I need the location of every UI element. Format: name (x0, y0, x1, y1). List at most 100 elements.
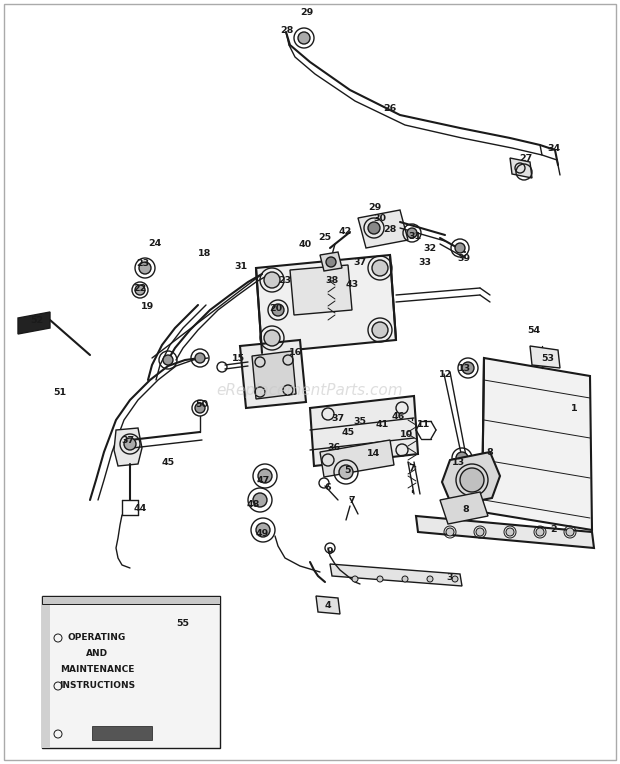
Circle shape (256, 523, 270, 537)
Text: OPERATING: OPERATING (68, 633, 126, 643)
Text: 24: 24 (148, 238, 162, 248)
Circle shape (163, 355, 173, 365)
Text: 38: 38 (326, 276, 339, 284)
Text: 43: 43 (345, 280, 358, 289)
Circle shape (455, 243, 465, 253)
Polygon shape (416, 516, 594, 548)
Text: 1: 1 (570, 403, 577, 413)
Circle shape (452, 576, 458, 582)
Circle shape (536, 528, 544, 536)
Circle shape (456, 452, 468, 464)
Circle shape (407, 228, 417, 238)
Circle shape (264, 330, 280, 346)
Text: 10: 10 (399, 429, 412, 439)
Text: 18: 18 (198, 248, 211, 257)
Bar (92, 726, 152, 740)
Text: 34: 34 (547, 144, 560, 153)
Text: 52: 52 (30, 316, 43, 325)
Circle shape (139, 262, 151, 274)
Text: 30: 30 (373, 213, 386, 222)
Text: 8: 8 (487, 448, 494, 457)
Text: 9: 9 (327, 548, 334, 556)
Circle shape (195, 403, 205, 413)
Text: 23: 23 (136, 258, 149, 267)
Text: 42: 42 (339, 226, 352, 235)
Text: 53: 53 (541, 354, 554, 362)
Circle shape (258, 469, 272, 483)
Text: 26: 26 (383, 103, 397, 112)
Bar (42, 596, 50, 748)
Text: 48: 48 (246, 500, 260, 509)
Text: 37: 37 (122, 435, 135, 445)
Text: 6: 6 (325, 483, 331, 491)
Text: 27: 27 (520, 154, 533, 163)
Text: 51: 51 (53, 387, 66, 397)
Circle shape (446, 528, 454, 536)
Text: 4: 4 (325, 601, 331, 610)
Circle shape (135, 285, 145, 295)
Text: 19: 19 (141, 302, 154, 310)
Circle shape (377, 576, 383, 582)
Circle shape (462, 362, 474, 374)
Circle shape (339, 465, 353, 479)
Circle shape (326, 257, 336, 267)
Text: 29: 29 (300, 8, 314, 17)
Polygon shape (42, 596, 220, 604)
Text: AND: AND (86, 649, 108, 659)
Text: 22: 22 (133, 283, 146, 293)
Polygon shape (358, 210, 408, 248)
Text: 33: 33 (418, 257, 432, 267)
Text: 55: 55 (177, 620, 190, 629)
Text: 15: 15 (231, 354, 244, 362)
Circle shape (253, 493, 267, 507)
Polygon shape (240, 340, 306, 408)
Text: INSTRUCTIONS: INSTRUCTIONS (59, 681, 135, 691)
Text: 12: 12 (440, 370, 453, 378)
Polygon shape (320, 440, 394, 477)
Text: 8: 8 (463, 506, 469, 514)
Polygon shape (442, 452, 500, 506)
Text: 11: 11 (417, 419, 431, 429)
Polygon shape (310, 396, 418, 466)
Text: 47: 47 (257, 475, 270, 484)
Circle shape (272, 304, 284, 316)
Circle shape (298, 32, 310, 44)
Text: 20: 20 (270, 303, 283, 312)
Text: 44: 44 (133, 503, 146, 513)
Circle shape (372, 322, 388, 338)
Text: 5: 5 (345, 465, 352, 474)
Text: eReplacementParts.com: eReplacementParts.com (216, 383, 404, 397)
Text: 25: 25 (319, 232, 332, 241)
Polygon shape (256, 255, 396, 353)
Text: 7: 7 (409, 464, 415, 472)
Text: 35: 35 (353, 416, 366, 426)
Polygon shape (114, 428, 142, 466)
Polygon shape (330, 564, 462, 586)
Text: 29: 29 (368, 202, 382, 212)
Polygon shape (530, 346, 560, 368)
Circle shape (372, 260, 388, 276)
Circle shape (368, 222, 380, 234)
Text: 50: 50 (195, 400, 208, 409)
Polygon shape (42, 596, 220, 748)
Text: 39: 39 (458, 254, 471, 263)
Text: 37: 37 (332, 413, 345, 422)
Text: 7: 7 (348, 496, 355, 504)
Text: 3: 3 (447, 574, 453, 582)
Text: 13: 13 (458, 364, 471, 373)
Circle shape (476, 528, 484, 536)
Text: 54: 54 (528, 325, 541, 335)
Text: 45: 45 (342, 428, 355, 436)
Text: 28: 28 (280, 25, 294, 34)
Text: 23: 23 (278, 276, 291, 284)
Circle shape (506, 528, 514, 536)
Text: 14: 14 (368, 448, 381, 458)
Polygon shape (18, 312, 50, 334)
Polygon shape (252, 351, 296, 399)
Polygon shape (440, 492, 488, 524)
Text: 49: 49 (255, 529, 268, 539)
Circle shape (264, 272, 280, 288)
Polygon shape (510, 158, 532, 178)
Circle shape (427, 576, 433, 582)
Circle shape (566, 528, 574, 536)
